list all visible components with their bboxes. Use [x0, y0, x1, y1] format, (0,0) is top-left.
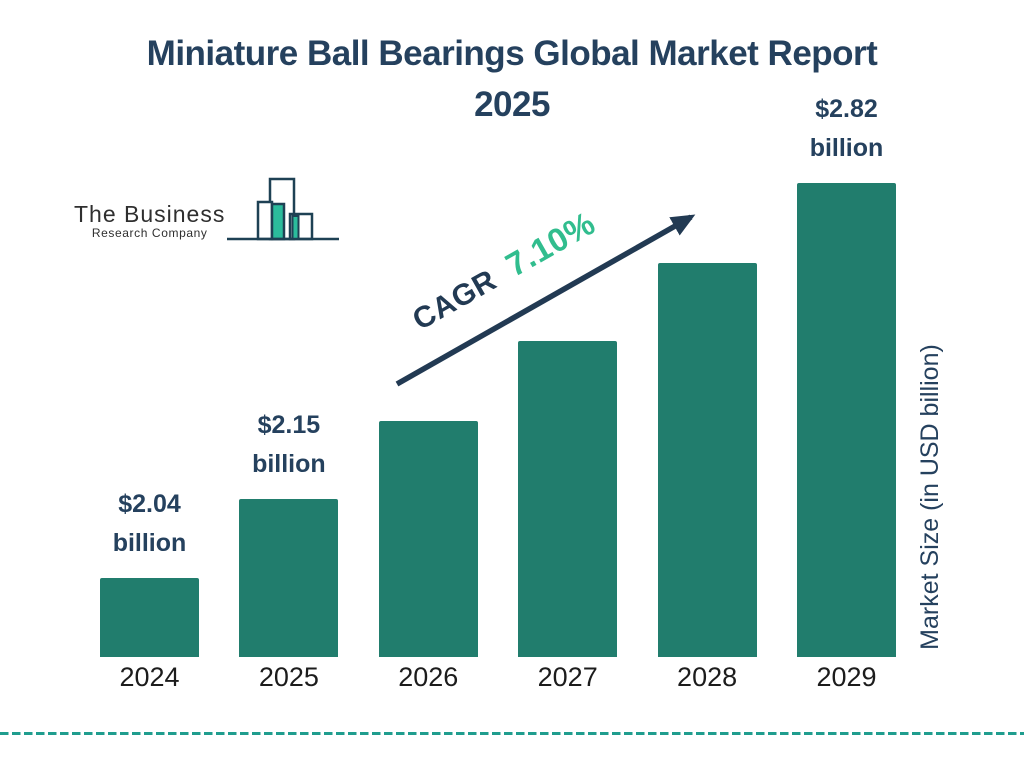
y-axis-title: Market Size (in USD billion)	[916, 344, 944, 650]
value-label-2024: $2.04 billion	[112, 490, 187, 557]
value-label-2029: $2.82 billion	[809, 95, 884, 162]
company-logo-text: The Business Research Company	[74, 202, 225, 240]
logo-bars-icon	[227, 177, 340, 241]
bar-2027	[518, 341, 618, 657]
company-logo: The Business Research Company	[74, 176, 342, 242]
bar-2024	[100, 578, 199, 657]
x-tick-2027: 2027	[537, 662, 598, 692]
page-title: Miniature Ball Bearings Global Market Re…	[0, 28, 1024, 130]
value-label-2025: $2.15 billion	[252, 411, 326, 478]
bar-2025	[239, 499, 339, 657]
x-tick-2026: 2026	[398, 662, 459, 692]
bar-2029	[797, 183, 896, 657]
bottom-dashed-divider	[0, 732, 1024, 736]
bar-2028	[657, 263, 757, 657]
x-tick-2025: 2025	[258, 662, 319, 692]
page-title-line2: 2025	[474, 85, 550, 124]
x-tick-2028: 2028	[677, 662, 738, 692]
page-title-line1: Miniature Ball Bearings Global Market Re…	[146, 34, 878, 73]
bar-2026	[378, 421, 478, 657]
x-tick-2024: 2024	[119, 662, 180, 692]
company-name: The Business	[74, 201, 226, 227]
company-name-sub: Research Company	[91, 226, 208, 240]
x-tick-2029: 2029	[816, 662, 877, 692]
